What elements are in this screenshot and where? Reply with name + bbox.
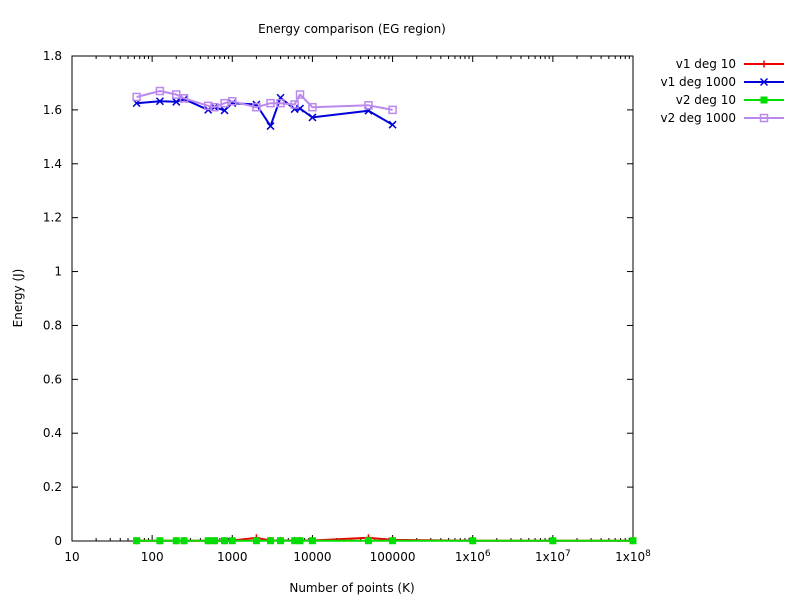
data-point <box>211 537 219 545</box>
data-point <box>388 120 397 129</box>
data-point <box>549 537 557 545</box>
data-point <box>389 537 397 545</box>
y-tick-label: 1.6 <box>43 103 62 117</box>
data-point <box>221 537 229 545</box>
data-point <box>629 537 637 545</box>
x-tick-label: 1x106 <box>455 549 491 564</box>
plot-frame <box>71 55 634 542</box>
x-axis-title: Number of points (K) <box>289 581 414 595</box>
legend-label: v2 deg 10 <box>676 93 736 107</box>
x-tick-label: 10000 <box>293 550 331 564</box>
data-point <box>220 106 229 115</box>
y-axis-title: Energy (J) <box>11 269 25 328</box>
y-tick-label: 0 <box>54 534 62 548</box>
legend-marker <box>759 77 769 87</box>
data-point <box>266 122 275 131</box>
axis-ticks: 0 0.2 0.4 0.6 0.8 1 1.2 1.4 1.6 1.8 10 100 1000 10000… <box>43 49 651 564</box>
x-tick-label-base: 1x10 <box>535 550 565 564</box>
data-point <box>133 537 141 545</box>
x-tick-label: 1000 <box>217 550 248 564</box>
y-tick-label: 0.6 <box>43 372 62 386</box>
legend-label: v1 deg 10 <box>676 57 736 71</box>
data-point <box>364 537 372 545</box>
data-point <box>364 101 373 110</box>
data-point <box>210 102 219 112</box>
data-point <box>132 92 141 102</box>
y-tick-label: 0.2 <box>43 480 62 494</box>
legend-item: v2 deg 1000 <box>660 111 784 125</box>
legend-item: v1 deg 10 <box>676 57 784 71</box>
data-point <box>308 102 317 112</box>
legend: v1 deg 10 v1 deg 1000 v2 deg 10 v2 deg 1000 <box>660 57 784 125</box>
x-tick-label-exponent: 7 <box>565 549 571 559</box>
legend-marker <box>760 60 768 68</box>
series-3 <box>132 86 397 115</box>
data-point <box>296 537 304 545</box>
legend-label: v1 deg 1000 <box>660 75 736 89</box>
data-point <box>290 100 299 109</box>
data-point <box>252 102 261 112</box>
data-point <box>388 105 397 115</box>
data-point <box>228 537 236 545</box>
legend-marker <box>760 96 768 104</box>
x-tick-label: 100000 <box>370 550 416 564</box>
data-point <box>252 537 260 545</box>
y-tick-label: 0.4 <box>43 426 62 440</box>
x-tick-label: 100 <box>141 550 164 564</box>
data-point <box>308 113 317 122</box>
y-tick-label: 1.8 <box>43 49 62 63</box>
data-point <box>172 97 181 106</box>
legend-item: v2 deg 10 <box>676 93 784 107</box>
chart-title: Energy comparison (EG region) <box>258 22 446 36</box>
data-point <box>172 90 181 99</box>
series-1 <box>132 93 397 131</box>
data-point <box>277 537 285 545</box>
series-layer <box>132 86 637 545</box>
data-point <box>308 537 316 545</box>
data-point <box>155 97 164 106</box>
x-tick-label-exponent: 8 <box>645 549 651 559</box>
data-point <box>156 537 164 545</box>
x-tick-label: 1x108 <box>615 549 651 564</box>
legend-label: v2 deg 1000 <box>660 111 736 125</box>
y-tick-label: 1.4 <box>43 157 62 171</box>
legend-marker <box>759 113 769 123</box>
x-tick-label-base: 1x10 <box>615 550 645 564</box>
x-tick-label: 1x107 <box>535 549 571 564</box>
y-tick-label: 1.2 <box>43 211 62 225</box>
x-tick-label: 10 <box>64 550 79 564</box>
data-point <box>180 537 188 545</box>
y-tick-label: 0.8 <box>43 318 62 332</box>
data-point <box>228 97 237 106</box>
y-tick-label: 1 <box>54 265 62 279</box>
data-point <box>204 537 212 545</box>
legend-item: v1 deg 1000 <box>660 75 784 89</box>
x-tick-label-base: 1x10 <box>455 550 485 564</box>
data-point <box>469 537 477 545</box>
x-tick-label-exponent: 6 <box>485 549 491 559</box>
data-point <box>295 90 305 99</box>
data-point <box>276 98 285 108</box>
data-point <box>172 537 180 545</box>
data-point <box>267 537 275 545</box>
data-point <box>155 86 165 96</box>
series-2 <box>133 537 637 545</box>
data-point <box>220 98 229 108</box>
data-point <box>266 98 275 108</box>
data-point <box>179 94 189 103</box>
